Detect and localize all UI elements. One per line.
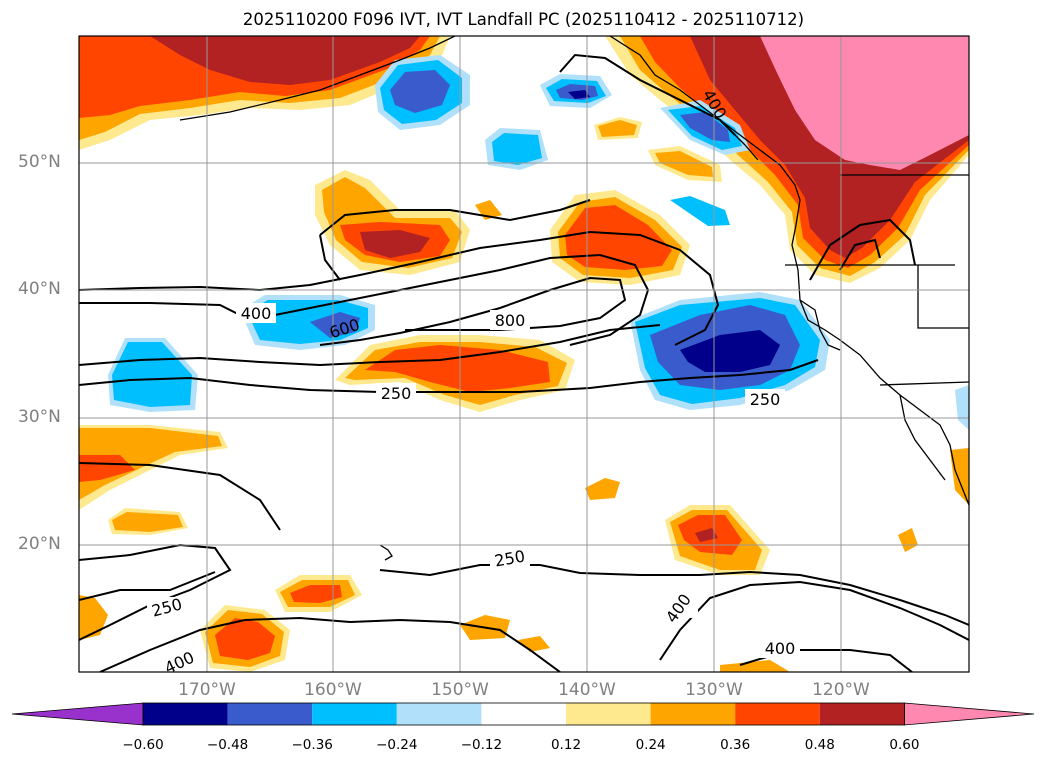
colorbar-segment: [481, 703, 566, 725]
shade-positive-c2: [565, 205, 672, 270]
map-frame: [78, 35, 970, 673]
colorbar-segment: [396, 703, 482, 725]
contour-label: 250: [750, 390, 781, 409]
shade-negative-e: [680, 330, 780, 372]
shade-positive-small2: [898, 528, 918, 552]
colorbar-tick: −0.36: [291, 737, 333, 753]
colorbar-tick: 0.12: [550, 737, 582, 753]
shade-positive-se: [695, 528, 718, 542]
map-title: 2025110200 F096 IVT, IVT Landfall PC (20…: [242, 10, 805, 29]
contour-label: 400: [765, 639, 796, 658]
colorbar-frame: [142, 702, 905, 726]
colorbar-tick: 0.24: [635, 737, 666, 753]
shade-negative-small: [670, 196, 730, 226]
lat-label: 30°N: [18, 407, 61, 427]
lon-label: 140°W: [558, 680, 616, 700]
colorbar-tick: −0.12: [460, 737, 503, 753]
colorbar-tick: −0.60: [122, 737, 164, 753]
colorbar-tick: 0.36: [720, 737, 751, 753]
shaded-fields: [79, 36, 969, 672]
shade-positive-small2: [950, 448, 969, 505]
shade-negative-coast: [680, 112, 730, 142]
shade-positive-small2: [720, 660, 790, 672]
colorbar-segment: [227, 703, 313, 725]
coastlines: [179, 36, 969, 561]
colorbar-extend-right: [904, 702, 1035, 726]
shade-positive-sw: [79, 428, 222, 500]
lon-label: 120°W: [812, 680, 870, 700]
shade-positive-small: [655, 151, 713, 177]
colorbar: [11, 702, 1035, 726]
shade-negative-n: [390, 70, 450, 113]
shade-positive-s2: [215, 618, 275, 660]
shade-negative-small: [955, 385, 969, 430]
shade-negative-w: [310, 312, 360, 338]
shade-positive-small2: [585, 478, 620, 500]
lon-label: 130°W: [685, 680, 743, 700]
shade-positive-sw2: [112, 512, 183, 532]
shade-positive-small: [598, 120, 637, 137]
shade-positive-c3: [365, 345, 550, 392]
colorbar-segment: [143, 703, 228, 725]
shade-positive-sw: [79, 455, 135, 482]
lat-label: 40°N: [18, 279, 61, 299]
lat-label: 20°N: [18, 534, 61, 554]
colorbar-tick: 0.48: [804, 737, 835, 753]
colorbar-segment: [650, 703, 736, 725]
shade-positive-nw: [760, 36, 969, 170]
lon-label: 150°W: [431, 680, 489, 700]
lon-label: 170°W: [178, 680, 236, 700]
contour-label: 800: [495, 311, 526, 330]
shade-positive-s: [290, 585, 342, 603]
colorbar-segment: [312, 703, 397, 725]
colorbar-tick: 0.60: [889, 737, 920, 753]
shade-positive-c1: [360, 230, 430, 258]
colorbar-extend-left: [11, 702, 144, 726]
lat-label: 50°N: [18, 152, 61, 172]
graticule: [79, 36, 969, 672]
colorbar-tick: −0.24: [376, 737, 418, 753]
contour-label: 250: [381, 384, 412, 403]
colorbar-segment: [819, 703, 905, 725]
shade-negative-n2: [568, 90, 590, 99]
contour-label: 400: [241, 304, 272, 323]
colorbar-tick: −0.48: [206, 737, 249, 753]
lon-label: 160°W: [304, 680, 362, 700]
colorbar-segment: [566, 703, 651, 725]
ivt-contours: [79, 53, 969, 672]
shade-positive-nw-corner: [150, 36, 420, 85]
shade-negative-n3: [492, 133, 542, 165]
colorbar-segment: [735, 703, 820, 725]
